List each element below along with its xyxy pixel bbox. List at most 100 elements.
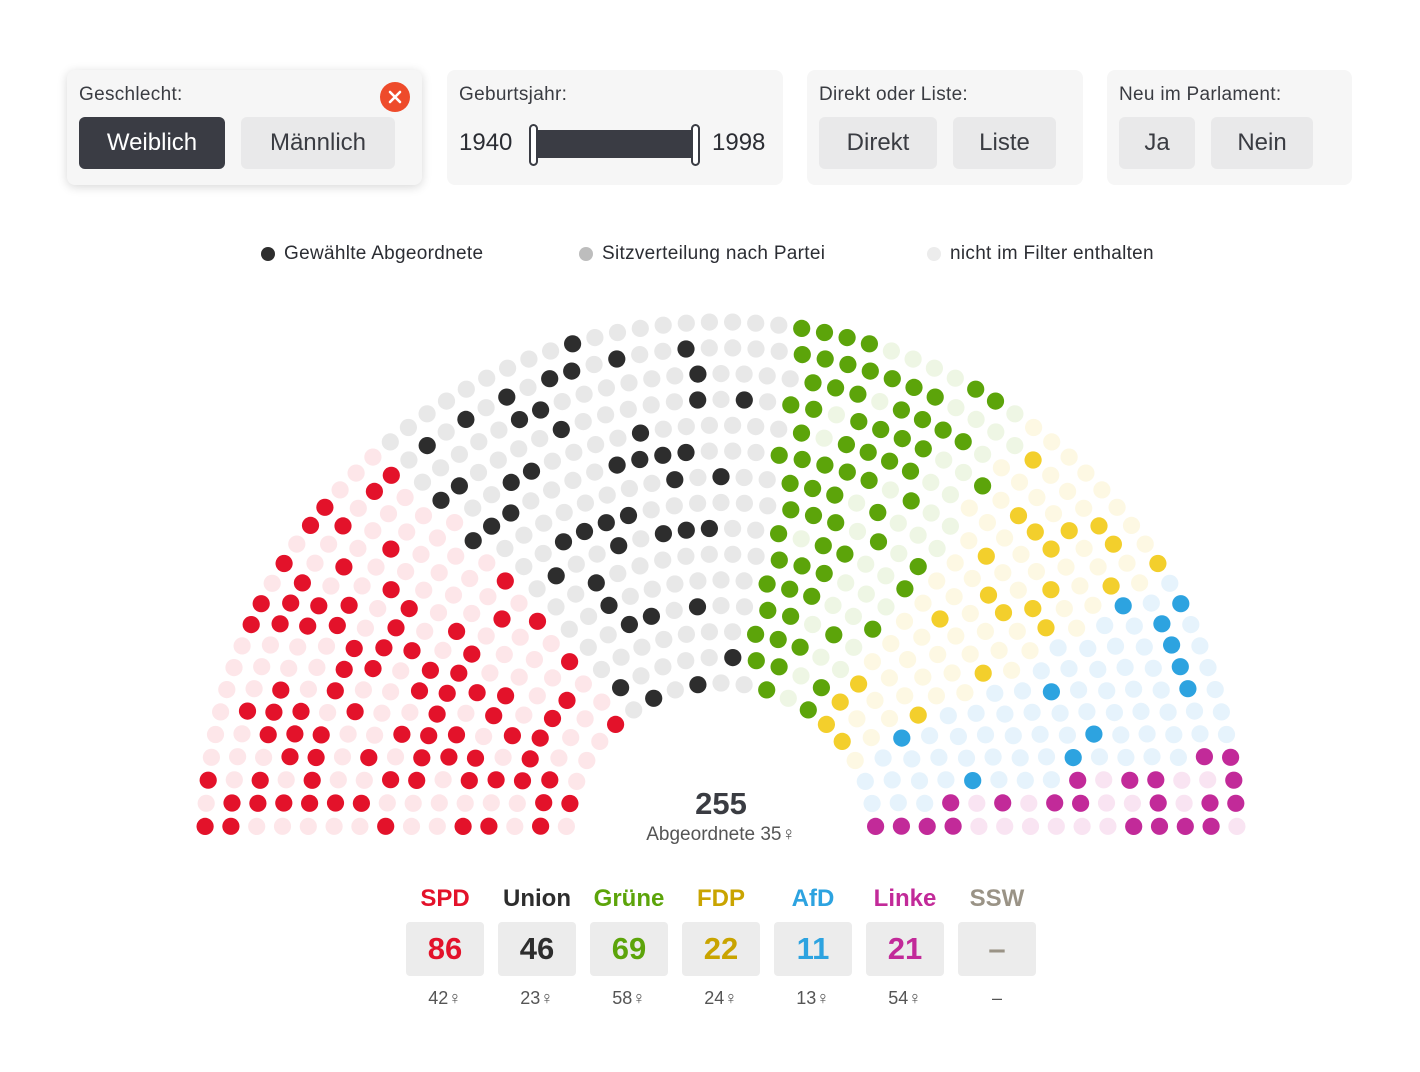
seat-spd[interactable] <box>482 794 500 812</box>
seat-spd[interactable] <box>528 687 546 705</box>
seat-afd[interactable] <box>1098 682 1116 700</box>
seat-afd[interactable] <box>856 772 874 791</box>
seat-union-highlighted[interactable] <box>677 340 695 358</box>
seat-fdp[interactable] <box>990 641 1008 660</box>
seat-spd-highlighted[interactable] <box>541 771 559 789</box>
seat-afd[interactable] <box>1058 726 1076 744</box>
seat-spd-highlighted[interactable] <box>503 727 521 745</box>
seat-spd-highlighted[interactable] <box>199 771 217 789</box>
seat-afd-highlighted[interactable] <box>1064 749 1082 767</box>
seat-linke[interactable] <box>1021 817 1040 836</box>
seat-grüne-highlighted[interactable] <box>859 443 877 461</box>
seat-union[interactable] <box>747 443 765 462</box>
seat-union[interactable] <box>579 638 597 656</box>
seat-afd[interactable] <box>1079 639 1097 658</box>
seat-union[interactable] <box>535 514 553 532</box>
seat-spd[interactable] <box>397 563 415 581</box>
seat-spd-highlighted[interactable] <box>454 817 472 836</box>
seat-afd-highlighted[interactable] <box>1172 595 1190 613</box>
seat-spd-highlighted[interactable] <box>299 617 317 635</box>
seat-union[interactable] <box>677 314 695 332</box>
maennlich-button[interactable]: Männlich <box>241 117 395 169</box>
seat-spd[interactable] <box>593 693 611 711</box>
seat-afd[interactable] <box>883 771 901 789</box>
seat-fdp[interactable] <box>882 635 900 653</box>
seat-union-highlighted[interactable] <box>712 468 730 486</box>
seat-union[interactable] <box>598 486 616 504</box>
seat-spd-highlighted[interactable] <box>249 794 267 812</box>
seat-spd-highlighted[interactable] <box>271 615 289 633</box>
seat-union[interactable] <box>586 329 604 347</box>
seat-fdp[interactable] <box>996 529 1014 547</box>
seat-spd[interactable] <box>364 522 382 540</box>
seat-afd[interactable] <box>1116 658 1134 677</box>
seat-afd[interactable] <box>986 684 1004 702</box>
seat-fdp[interactable] <box>880 709 899 728</box>
seat-spd[interactable] <box>461 569 479 588</box>
seat-spd[interactable] <box>229 748 247 766</box>
seat-union-highlighted[interactable] <box>612 679 630 697</box>
seat-afd[interactable] <box>930 748 948 766</box>
seat-union[interactable] <box>560 620 578 638</box>
seat-spd-highlighted[interactable] <box>238 702 257 720</box>
seat-union-highlighted[interactable] <box>689 676 707 694</box>
seat-spd[interactable] <box>414 507 433 525</box>
seat-union[interactable] <box>735 598 754 616</box>
seat-afd-highlighted[interactable] <box>1085 725 1103 743</box>
seat-spd-highlighted[interactable] <box>360 749 378 767</box>
seat-spd[interactable] <box>378 794 396 812</box>
seat-fdp[interactable] <box>994 564 1012 582</box>
seat-spd-highlighted[interactable] <box>292 702 310 721</box>
seat-grüne-highlighted[interactable] <box>861 362 879 380</box>
seat-grüne[interactable] <box>857 555 875 573</box>
seat-grüne-highlighted[interactable] <box>850 413 868 431</box>
party-gruene[interactable]: Grüne 69 58♀ <box>590 885 668 1009</box>
seat-grüne-highlighted[interactable] <box>896 580 914 598</box>
seat-linke[interactable] <box>1199 771 1217 789</box>
seat-spd-highlighted[interactable] <box>293 574 311 592</box>
seat-spd[interactable] <box>477 627 495 645</box>
seat-spd[interactable] <box>578 751 596 770</box>
seat-grüne[interactable] <box>857 585 875 603</box>
seat-spd-highlighted[interactable] <box>272 681 290 699</box>
slider-max-handle[interactable] <box>691 124 700 166</box>
seat-fdp-highlighted[interactable] <box>1024 451 1042 469</box>
seat-spd-highlighted[interactable] <box>466 749 485 767</box>
seat-grüne[interactable] <box>844 607 863 626</box>
seat-spd-highlighted[interactable] <box>485 707 503 725</box>
seat-afd[interactable] <box>910 772 929 790</box>
seat-spd[interactable] <box>457 704 475 722</box>
seat-union[interactable] <box>609 564 627 583</box>
party-linke[interactable]: Linke 21 54♀ <box>866 885 944 1009</box>
seat-grüne-highlighted[interactable] <box>812 679 831 697</box>
seat-afd[interactable] <box>889 794 907 812</box>
seat-union[interactable] <box>567 555 585 573</box>
seat-spd-highlighted[interactable] <box>223 794 241 812</box>
liste-button[interactable]: Liste <box>953 117 1056 169</box>
seat-fdp[interactable] <box>1021 642 1039 660</box>
seat-spd-highlighted[interactable] <box>382 771 400 789</box>
seat-fdp-highlighted[interactable] <box>931 610 949 628</box>
seat-spd[interactable] <box>289 638 307 656</box>
seat-fdp[interactable] <box>1059 482 1077 500</box>
seat-afd[interactable] <box>874 749 892 767</box>
seat-union[interactable] <box>599 626 617 644</box>
seat-grüne-highlighted[interactable] <box>837 436 856 454</box>
seat-grüne[interactable] <box>947 399 965 417</box>
seat-union[interactable] <box>565 443 583 461</box>
seat-union[interactable] <box>665 393 684 411</box>
seat-fdp-highlighted[interactable] <box>833 732 851 751</box>
seat-fdp[interactable] <box>1057 558 1075 576</box>
seat-union-highlighted[interactable] <box>432 491 450 509</box>
seat-union[interactable] <box>759 393 777 411</box>
seat-spd-highlighted[interactable] <box>487 771 505 789</box>
seat-union-highlighted[interactable] <box>597 514 615 532</box>
seat-grüne[interactable] <box>987 423 1005 441</box>
seat-spd-highlighted[interactable] <box>532 817 550 835</box>
seat-union-highlighted[interactable] <box>483 517 501 535</box>
seat-fdp[interactable] <box>914 668 932 686</box>
seat-grüne-highlighted[interactable] <box>799 701 817 719</box>
seat-spd-highlighted[interactable] <box>450 664 468 682</box>
seat-spd-highlighted[interactable] <box>558 691 576 710</box>
seat-spd[interactable] <box>212 703 230 721</box>
